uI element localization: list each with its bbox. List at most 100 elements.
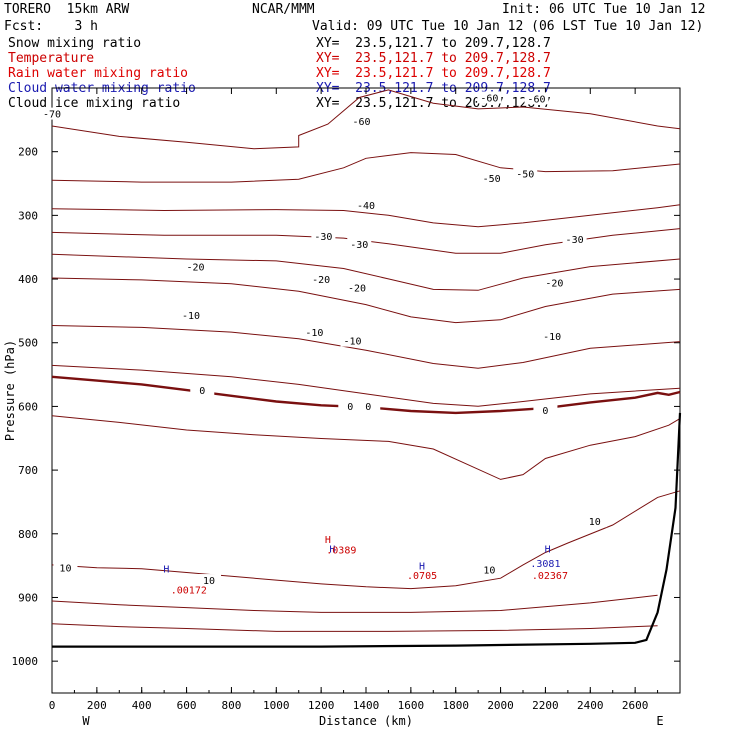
contour-label: -10	[344, 337, 362, 348]
contour-label-bg	[479, 172, 504, 185]
x-axis-label: Distance (km)	[319, 714, 413, 728]
y-tick-label: 500	[18, 337, 38, 350]
contour-label: -30	[314, 232, 332, 243]
x-tick-label: 600	[177, 699, 197, 712]
cloud-max-label: .00172	[171, 585, 207, 596]
x-tick-label: 2000	[487, 699, 514, 712]
contour-label: -50	[483, 174, 501, 185]
temperature-contour	[51, 152, 681, 183]
x-tick-label: 2200	[532, 699, 559, 712]
y-tick-label: 700	[18, 464, 38, 477]
contour-label: -60	[480, 93, 498, 104]
contour-label: -20	[312, 275, 330, 286]
temperature-contour	[51, 364, 681, 407]
contour-label: -60	[352, 117, 370, 128]
y-tick-label: 900	[18, 591, 38, 604]
y-tick-label: 300	[18, 209, 38, 222]
contour-label: -10	[182, 311, 200, 322]
contour-label: 10	[483, 566, 495, 577]
temperature-contour	[51, 490, 681, 590]
contour-label: -40	[357, 201, 375, 212]
field-name-snow: Snow mixing ratio	[8, 36, 142, 51]
contour-label-bg	[197, 574, 221, 587]
cloud-max-label: H	[163, 565, 169, 576]
contour-label: -20	[545, 279, 563, 290]
temperature-contour	[51, 375, 681, 415]
x-tick-label: 1400	[353, 699, 380, 712]
contour-label: -70	[43, 110, 61, 121]
contour-label-bg	[349, 115, 374, 128]
terrain-surface	[52, 412, 682, 648]
temperature-contour	[51, 277, 681, 324]
contour-label-bg	[40, 107, 64, 120]
contour-label-bg	[477, 563, 502, 576]
y-tick-label: 200	[18, 146, 38, 159]
field-xy-temperature: XY= 23.5,121.7 to 209.7,128.7	[316, 51, 551, 66]
cloud-max-label: .02367	[532, 571, 568, 582]
field-name-temperature: Temperature	[8, 51, 95, 66]
contour-label: 0	[347, 402, 353, 413]
contour-label: 0	[199, 386, 205, 397]
temperature-contour	[51, 89, 681, 150]
contour-label-bg	[513, 167, 538, 180]
contour-label: 10	[589, 517, 601, 528]
contour-label-bg	[524, 92, 549, 105]
contour-label-bg	[183, 260, 208, 273]
x-tick-label: 0	[49, 699, 56, 712]
cloud-max-label: H	[545, 545, 551, 556]
contour-label-bg	[354, 198, 378, 211]
y-tick-label: 1000	[12, 655, 39, 668]
header-init: Init: 06 UTC Tue 10 Jan 12	[502, 2, 706, 17]
header-center: NCAR/MMM	[252, 2, 315, 17]
contour-label-bg	[345, 281, 370, 294]
cloud-max-label: .3081	[530, 559, 560, 570]
x-tick-label: 1600	[398, 699, 425, 712]
x-tick-label: 2600	[622, 699, 649, 712]
contour-label: -30	[350, 240, 368, 251]
x-tick-label: 1200	[308, 699, 335, 712]
field-name-rain: Rain water mixing ratio	[8, 66, 189, 81]
contour-label: -30	[566, 235, 584, 246]
temperature-contour	[51, 415, 681, 480]
contour-label-bg	[309, 272, 334, 285]
contour-label-bg	[582, 515, 607, 528]
contour-label: 0	[542, 406, 548, 417]
plot-frame	[51, 87, 681, 694]
field-xy-rain: XY= 23.5,121.7 to 209.7,128.7	[316, 66, 551, 81]
contour-label: -20	[187, 263, 205, 274]
cloud-max-label: H	[325, 535, 331, 546]
contour-label: -10	[305, 328, 323, 339]
contour-label: -50	[516, 169, 534, 180]
header-valid: Valid: 09 UTC Tue 10 Jan 12 (06 LST Tue …	[312, 19, 704, 34]
contour-label-bg	[347, 237, 372, 250]
contour-label-bg	[53, 561, 78, 574]
cloud-max-label: .0389	[326, 546, 356, 557]
contour-label: 10	[203, 576, 215, 587]
header-fcst: Fcst: 3 h	[4, 19, 98, 34]
x-tick-label: 800	[221, 699, 241, 712]
x-tick-label: 400	[132, 699, 152, 712]
contour-label-bg	[302, 326, 327, 339]
cloud-max-label: .0705	[407, 571, 437, 582]
cloud-max-label: H	[419, 562, 425, 573]
temperature-contour	[51, 594, 658, 613]
contour-label-bg	[562, 233, 587, 245]
x-end-label-east: E	[656, 714, 663, 728]
temperature-contour	[51, 325, 681, 369]
y-axis-label: Pressure (hPa)	[3, 340, 17, 441]
contour-label-bg	[540, 329, 565, 342]
contour-label-bg	[477, 91, 502, 104]
contour-label-bg	[311, 230, 336, 243]
x-tick-label: 1800	[442, 699, 469, 712]
field-xy-snow: XY= 23.5,121.7 to 209.7,128.7	[316, 36, 551, 51]
x-tick-label: 1000	[263, 699, 290, 712]
contour-label: -20	[348, 283, 366, 294]
y-tick-label: 600	[18, 400, 38, 413]
x-tick-label: 2400	[577, 699, 604, 712]
contour-label-bg	[190, 384, 215, 397]
contour-label: -60	[527, 94, 545, 105]
header-model: TORERO 15km ARW	[4, 2, 130, 17]
contour-label: 10	[59, 564, 71, 575]
contour-label: 0	[365, 402, 371, 413]
